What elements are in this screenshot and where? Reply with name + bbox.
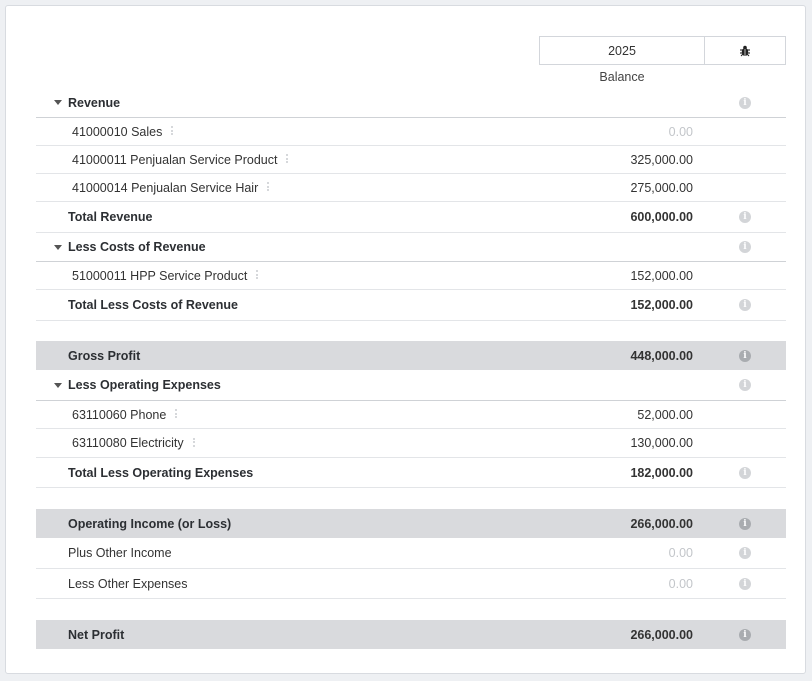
account-value: 52,000.00 [637, 407, 693, 422]
info-icon[interactable]: i [739, 547, 751, 559]
kebab-menu-icon[interactable] [171, 126, 174, 137]
operating-income-label: Operating Income (or Loss) [68, 516, 232, 531]
gross-profit-row: Gross Profit 448,000.00 i [36, 341, 786, 370]
section-header-cost-of-revenue[interactable]: Less Costs of Revenue i [36, 233, 786, 262]
account-row[interactable]: 51000011 HPP Service Product 152,000.00 [36, 262, 786, 290]
caret-down-icon[interactable] [54, 100, 62, 105]
caret-down-icon[interactable] [54, 244, 62, 250]
section-header-operating-expenses[interactable]: Less Operating Expenses i [36, 370, 786, 401]
account-label[interactable]: 51000011 HPP Service Product [72, 269, 259, 283]
kebab-menu-icon[interactable] [286, 154, 289, 165]
info-icon[interactable]: i [739, 349, 751, 362]
account-row[interactable]: 41000014 Penjualan Service Hair 275,000.… [36, 174, 786, 202]
section-title: Less Costs of Revenue [68, 240, 206, 254]
account-value: 130,000.00 [630, 436, 693, 450]
profit-loss-panel: 2025 Balance Revenue i 41000010 Sales 0.… [5, 5, 806, 674]
info-icon[interactable]: i [739, 379, 751, 391]
total-label: Total Less Costs of Revenue [68, 298, 238, 312]
total-value: 182,000.00 [630, 465, 693, 480]
section-title: Revenue [68, 95, 121, 110]
gross-profit-value: 448,000.00 [630, 348, 693, 363]
other-expenses-label: Less Other Expenses [68, 576, 188, 591]
info-icon[interactable]: i [739, 577, 751, 590]
account-value: 275,000.00 [630, 180, 693, 195]
other-expenses-row: Less Other Expenses 0.00 i [36, 569, 786, 599]
info-icon[interactable]: i [739, 299, 751, 311]
info-icon[interactable]: i [739, 96, 751, 109]
total-row-revenue: Total Revenue 600,000.00 i [36, 202, 786, 233]
other-expenses-value: 0.00 [668, 576, 693, 591]
info-icon[interactable]: i [739, 466, 751, 479]
section-title: Less Operating Expenses [68, 378, 221, 392]
other-income-value: 0.00 [668, 546, 693, 560]
operating-income-row: Operating Income (or Loss) 266,000.00 i [36, 509, 786, 538]
bug-icon-button[interactable] [705, 36, 786, 65]
net-profit-label: Net Profit [68, 627, 125, 642]
account-row[interactable]: 63110060 Phone 52,000.00 [36, 401, 786, 429]
total-value: 152,000.00 [630, 298, 693, 312]
gross-profit-label: Gross Profit [68, 348, 141, 363]
account-label[interactable]: 41000014 Penjualan Service Hair [72, 181, 270, 195]
balance-column-label: Balance [599, 70, 645, 84]
other-income-label: Plus Other Income [68, 546, 172, 560]
net-profit-value: 266,000.00 [630, 627, 693, 642]
account-label[interactable]: 41000010 Sales [72, 125, 174, 139]
account-row[interactable]: 41000011 Penjualan Service Product 325,0… [36, 146, 786, 174]
total-value: 600,000.00 [630, 210, 693, 224]
kebab-menu-icon[interactable] [256, 270, 259, 281]
kebab-menu-icon[interactable] [267, 182, 270, 193]
total-row-operating-expenses: Total Less Operating Expenses 182,000.00… [36, 458, 786, 488]
kebab-menu-icon[interactable] [175, 409, 178, 420]
info-icon[interactable]: i [739, 241, 751, 253]
kebab-menu-icon[interactable] [192, 437, 196, 449]
account-value: 0.00 [668, 124, 693, 139]
operating-income-value: 266,000.00 [630, 516, 693, 531]
info-icon[interactable]: i [739, 517, 751, 530]
account-label[interactable]: 41000011 Penjualan Service Product [72, 153, 289, 167]
total-label: Total Revenue [68, 210, 153, 224]
account-row[interactable]: 63110080 Electricity 130,000.00 [36, 429, 786, 458]
net-profit-row: Net Profit 266,000.00 i [36, 620, 786, 649]
account-label[interactable]: 63110080 Electricity [72, 436, 196, 450]
bug-icon [740, 45, 750, 56]
caret-down-icon[interactable] [54, 382, 62, 388]
section-header-revenue[interactable]: Revenue i [36, 88, 786, 118]
year-column-header[interactable]: 2025 [539, 36, 705, 65]
account-label[interactable]: 63110060 Phone [72, 408, 178, 422]
info-icon[interactable]: i [739, 211, 751, 223]
account-value: 325,000.00 [630, 152, 693, 167]
total-row-cost-of-revenue: Total Less Costs of Revenue 152,000.00 i [36, 290, 786, 321]
account-value: 152,000.00 [630, 268, 693, 283]
total-label: Total Less Operating Expenses [68, 465, 254, 480]
account-row[interactable]: 41000010 Sales 0.00 [36, 118, 786, 146]
other-income-row: Plus Other Income 0.00 i [36, 538, 786, 569]
info-icon[interactable]: i [739, 628, 751, 641]
